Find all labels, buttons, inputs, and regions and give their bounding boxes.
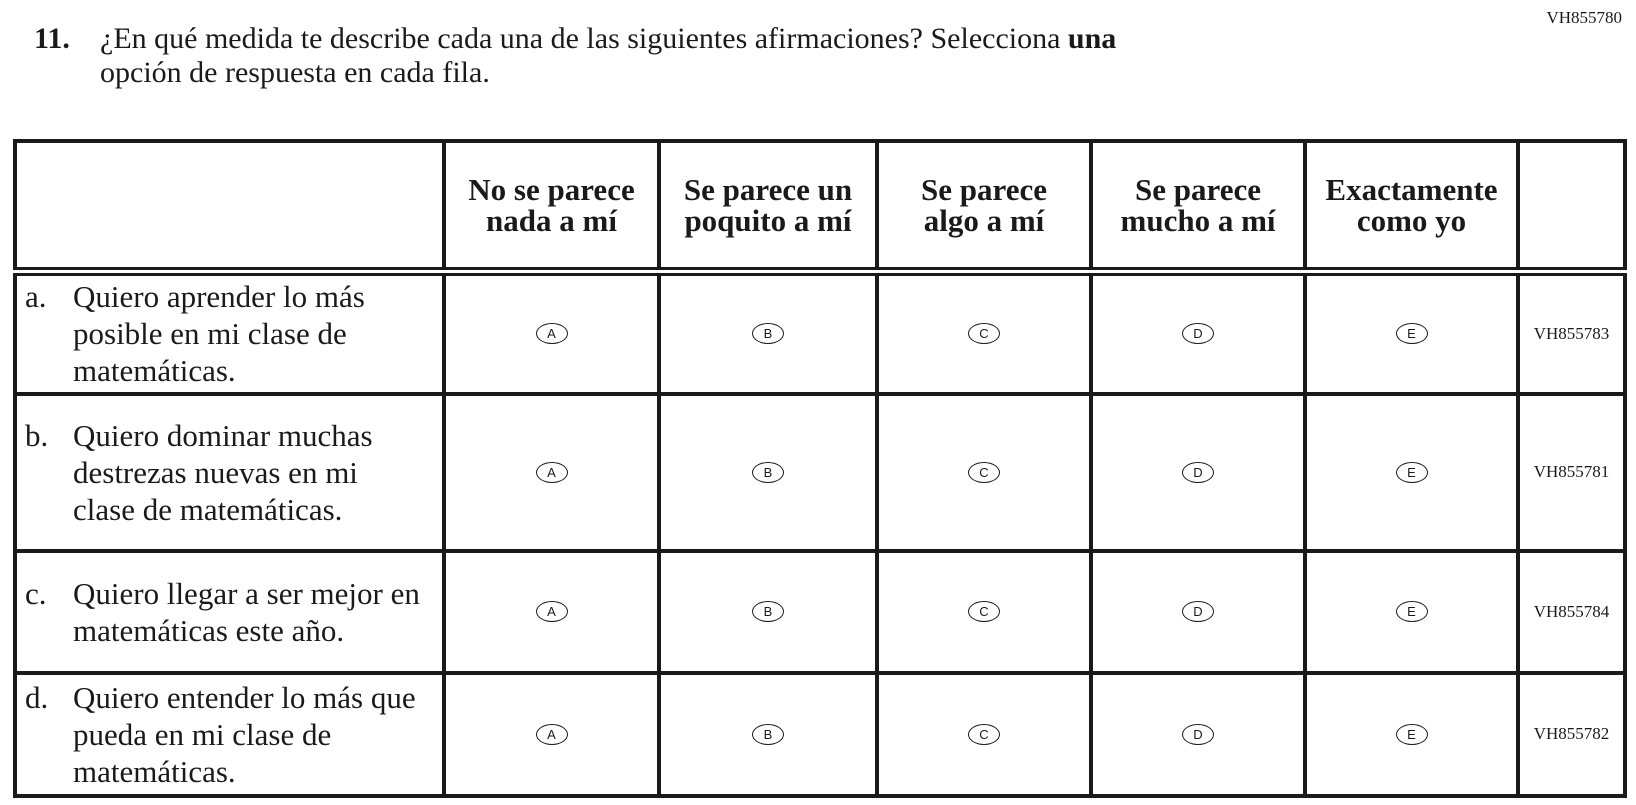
option-cell[interactable]: D: [1089, 269, 1307, 396]
column-header: Se parece mucho a mí: [1089, 139, 1307, 276]
statement-text: Quiero dominar muchas destrezas nuevas e…: [73, 417, 373, 527]
question-number: 11.: [34, 22, 70, 55]
option-cell[interactable]: A: [442, 269, 661, 396]
option-cell[interactable]: D: [1089, 670, 1307, 798]
table-row: d. Quiero entender lo más que pueda en mi…: [13, 670, 1627, 798]
option-cell[interactable]: D: [1089, 548, 1307, 675]
option-cell[interactable]: E: [1303, 548, 1520, 675]
answer-bubble-d[interactable]: D: [1182, 461, 1214, 483]
row-item-code: VH855782: [1516, 670, 1627, 798]
option-cell[interactable]: E: [1303, 670, 1520, 798]
item-code: VH855780: [1546, 8, 1622, 27]
column-header: No se parece nada a mí: [442, 139, 661, 276]
option-cell[interactable]: A: [442, 670, 661, 798]
statement-label: b.: [25, 417, 49, 453]
table-row: a. Quiero aprender lo más posible en mi c…: [13, 269, 1627, 396]
statement-label: a.: [25, 279, 47, 315]
answer-bubble-c[interactable]: C: [968, 461, 1000, 483]
answer-bubble-b[interactable]: B: [752, 601, 784, 622]
answer-bubble-a[interactable]: A: [535, 323, 568, 345]
answer-bubble-d[interactable]: D: [1182, 601, 1214, 622]
option-cell[interactable]: E: [1303, 391, 1520, 553]
header-blank: [13, 139, 446, 276]
answer-bubble-a[interactable]: A: [535, 723, 568, 745]
question-bold-word: una: [1067, 22, 1117, 55]
row-item-code: VH855781: [1516, 391, 1627, 553]
statement-text: Quiero aprender lo más posible en mi cla…: [73, 279, 365, 389]
statement-label: d.: [25, 679, 49, 715]
column-header: Exactamente como yo: [1303, 139, 1520, 276]
statement: c. Quiero llegar a ser mejor en matemátic…: [13, 548, 446, 675]
header-blank: [1516, 139, 1627, 276]
answer-bubble-d[interactable]: D: [1182, 723, 1214, 745]
question-text: ¿En qué medida te describe cada una de l…: [100, 22, 1068, 55]
answer-bubble-b[interactable]: B: [752, 723, 784, 745]
question-text-line2: opción de respuesta en cada fila.: [100, 56, 490, 89]
answer-bubble-e[interactable]: E: [1395, 323, 1428, 345]
answer-bubble-b[interactable]: B: [752, 323, 784, 345]
row-item-code: VH855784: [1516, 548, 1627, 675]
answer-bubble-d[interactable]: D: [1182, 323, 1214, 345]
answer-bubble-c[interactable]: C: [968, 323, 1000, 345]
statement: d. Quiero entender lo más que pueda en mi…: [13, 670, 446, 798]
option-cell[interactable]: E: [1303, 269, 1520, 396]
option-cell[interactable]: B: [657, 548, 879, 675]
statement: a. Quiero aprender lo más posible en mi c…: [13, 269, 446, 396]
answer-bubble-e[interactable]: E: [1395, 723, 1428, 745]
option-cell[interactable]: B: [657, 670, 879, 798]
answer-bubble-e[interactable]: E: [1395, 601, 1428, 622]
option-cell[interactable]: D: [1089, 391, 1307, 553]
option-cell[interactable]: C: [875, 548, 1093, 675]
statement-text: Quiero llegar a ser mejor en matemáticas…: [73, 575, 420, 648]
statement: b. Quiero dominar muchas destrezas nuevas…: [13, 391, 446, 553]
option-cell[interactable]: B: [657, 269, 879, 396]
option-cell[interactable]: C: [875, 391, 1093, 553]
answer-bubble-a[interactable]: A: [535, 601, 568, 622]
answer-bubble-a[interactable]: A: [535, 461, 568, 483]
response-table: No se parece nada a mí Se parece un poqu…: [13, 139, 1627, 798]
question: 11. ¿En qué medida te describe cada una d…: [34, 22, 1116, 90]
answer-bubble-c[interactable]: C: [968, 723, 1000, 745]
option-cell[interactable]: C: [875, 670, 1093, 798]
answer-bubble-c[interactable]: C: [968, 601, 1000, 622]
header-row: No se parece nada a mí Se parece un poqu…: [13, 139, 1627, 276]
option-cell[interactable]: B: [657, 391, 879, 553]
option-cell[interactable]: C: [875, 269, 1093, 396]
table-row: c. Quiero llegar a ser mejor en matemátic…: [13, 548, 1627, 675]
option-cell[interactable]: A: [442, 391, 661, 553]
answer-bubble-e[interactable]: E: [1395, 461, 1428, 483]
column-header: Se parece algo a mí: [875, 139, 1093, 276]
column-header: Se parece un poquito a mí: [657, 139, 879, 276]
statement-label: c.: [25, 575, 47, 611]
answer-bubble-b[interactable]: B: [752, 461, 784, 483]
statement-text: Quiero entender lo más que pueda en mi c…: [73, 679, 416, 789]
table-row: b. Quiero dominar muchas destrezas nuevas…: [13, 391, 1627, 553]
option-cell[interactable]: A: [442, 548, 661, 675]
row-item-code: VH855783: [1516, 269, 1627, 396]
